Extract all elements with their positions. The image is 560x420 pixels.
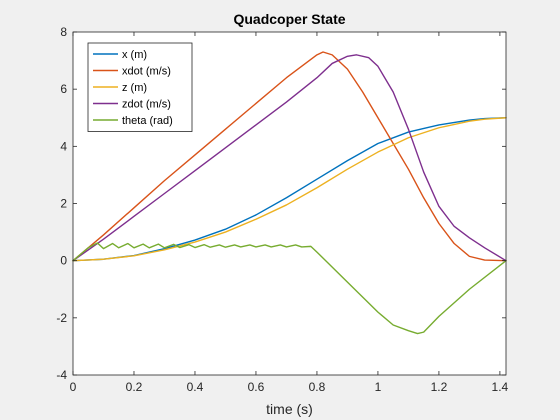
legend-entry-3: zdot (m/s) <box>122 99 171 111</box>
x-axis-title: time (s) <box>266 401 313 417</box>
legend-entry-4: theta (rad) <box>122 115 173 127</box>
series-line-2 <box>72 117 507 262</box>
legend-entry-0: x (m) <box>122 49 147 61</box>
x-tick-label: 1.2 <box>431 380 448 394</box>
y-tick-label: -4 <box>56 368 67 382</box>
y-tick-label: -2 <box>56 311 67 325</box>
x-tick-label: 0.6 <box>248 380 265 394</box>
x-tick-label: 0 <box>70 380 77 394</box>
x-tick-label: 1 <box>375 380 382 394</box>
series-line-1 <box>72 51 507 262</box>
x-tick-label: 0.4 <box>187 380 204 394</box>
chart-title: Quadcoper State <box>233 11 345 27</box>
axes-layer: 0 0.2 0.4 0.6 0.8 1 1.2 1.4 -4 -2 0 2 4 6 8 <box>56 25 508 394</box>
y-tick-label: 6 <box>60 82 67 96</box>
legend-entry-2: z (m) <box>122 82 147 94</box>
legend-entry-1: xdot (m/s) <box>122 66 171 78</box>
series-line-4 <box>72 242 507 335</box>
y-tick-label: 4 <box>60 139 67 153</box>
y-tick-label: 8 <box>60 25 67 39</box>
legend: x (m) xdot (m/s) z (m) zdot (m/s) theta (rad… <box>87 42 193 132</box>
series-layer <box>72 51 507 335</box>
y-tick-label: 0 <box>60 254 67 268</box>
y-tick-label: 2 <box>60 197 67 211</box>
series-line-0 <box>72 117 507 262</box>
series-line-3 <box>72 54 507 262</box>
x-tick-label: 1.4 <box>492 380 509 394</box>
x-tick-label: 0.8 <box>309 380 326 394</box>
x-tick-label: 0.2 <box>126 380 143 394</box>
